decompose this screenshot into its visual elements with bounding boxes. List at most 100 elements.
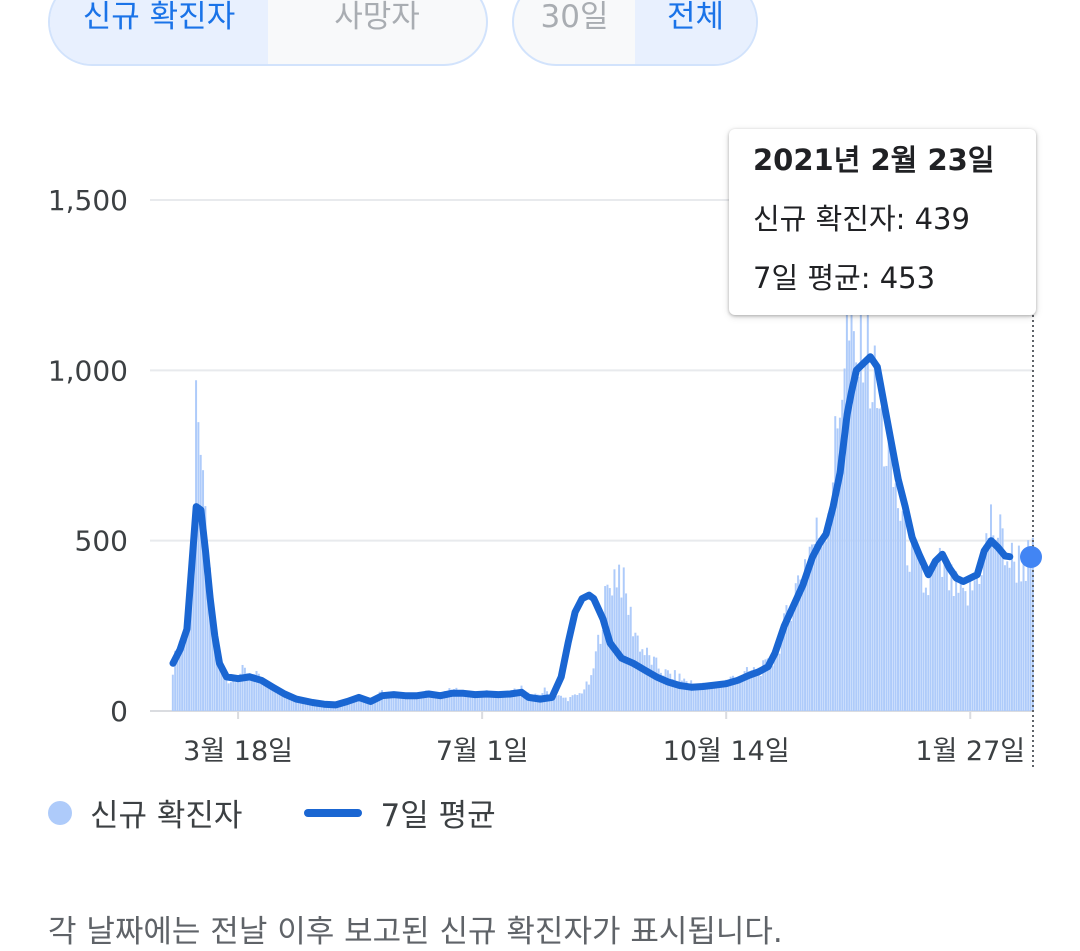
bar — [804, 559, 807, 711]
bar — [306, 702, 309, 711]
bar — [269, 686, 272, 711]
bar — [469, 690, 472, 711]
bar — [671, 679, 674, 711]
bar — [499, 692, 502, 711]
bar — [864, 362, 867, 711]
bar — [848, 340, 851, 711]
bar — [815, 517, 818, 711]
bar — [680, 680, 683, 711]
bar — [369, 702, 372, 711]
bar — [699, 685, 702, 711]
bar — [931, 567, 934, 711]
bar — [592, 668, 595, 711]
bar — [181, 639, 184, 711]
bar — [548, 695, 551, 711]
bar — [443, 691, 446, 711]
bar — [899, 520, 902, 711]
bar — [808, 546, 811, 711]
bar — [576, 695, 579, 711]
average-line — [169, 353, 1014, 709]
bar — [302, 701, 304, 711]
bar — [1027, 540, 1030, 711]
bar — [427, 694, 430, 711]
bar — [987, 538, 990, 711]
bar — [915, 551, 918, 711]
bar — [738, 678, 741, 711]
bar — [673, 670, 676, 711]
bar — [1020, 581, 1023, 711]
bar — [432, 696, 435, 711]
bar — [976, 572, 979, 711]
bar — [734, 677, 737, 711]
bar — [692, 683, 695, 711]
bar — [701, 682, 704, 711]
bar — [232, 678, 235, 711]
bar — [1015, 582, 1018, 711]
bar — [178, 641, 181, 711]
bar — [955, 571, 958, 711]
bar — [729, 676, 732, 711]
bar — [929, 572, 932, 711]
bar — [222, 674, 225, 711]
bar — [271, 690, 274, 711]
tab-new-cases[interactable]: 신규 확진자 — [50, 0, 268, 64]
bar — [664, 669, 667, 711]
bar — [527, 692, 530, 711]
bar — [887, 441, 890, 711]
bar — [852, 331, 855, 711]
bar — [494, 695, 497, 711]
bar — [281, 693, 284, 711]
bar — [206, 550, 209, 711]
bar — [578, 693, 581, 711]
bar — [246, 673, 249, 711]
bar — [311, 703, 314, 711]
bar — [1022, 561, 1025, 711]
bar — [227, 683, 230, 711]
bar — [936, 555, 939, 711]
bar — [378, 691, 381, 711]
range-toggle: 30일 전체 — [512, 0, 758, 66]
bar — [374, 699, 377, 711]
cases-chart[interactable]: 0 500 1,000 1,500 3월 18일 7월 1일 10월 14일 1월 27일 — [0, 0, 1080, 790]
bar — [892, 487, 895, 711]
bar — [985, 533, 988, 711]
bar — [655, 657, 658, 711]
bar — [957, 592, 960, 711]
bar — [1003, 565, 1006, 711]
bar — [913, 539, 916, 711]
bar — [536, 694, 539, 711]
bar — [752, 667, 755, 711]
bar — [520, 685, 523, 711]
hover-point — [1020, 546, 1042, 568]
bar — [962, 587, 965, 711]
bar — [413, 697, 416, 711]
bar — [641, 649, 644, 711]
bar — [885, 465, 888, 711]
bar — [176, 660, 179, 711]
bar — [764, 659, 767, 711]
bar — [639, 651, 642, 711]
bar — [525, 695, 528, 711]
bar — [448, 688, 451, 711]
bar — [257, 673, 260, 711]
bar — [343, 702, 346, 711]
tab-30-days[interactable]: 30일 — [540, 0, 609, 35]
tab-deaths[interactable]: 사망자 — [334, 0, 420, 35]
bar — [1001, 528, 1004, 711]
bar — [948, 590, 951, 711]
bar — [676, 681, 679, 711]
bar — [669, 673, 672, 711]
bar — [813, 544, 816, 711]
bar — [262, 679, 265, 711]
bar — [1008, 567, 1011, 711]
bar — [841, 399, 844, 711]
bar — [464, 694, 467, 711]
bar — [397, 696, 400, 711]
bar — [467, 695, 470, 711]
bar — [906, 565, 909, 711]
bar — [590, 675, 593, 711]
bar — [897, 508, 900, 711]
tab-all-time[interactable]: 전체 — [635, 0, 756, 64]
bar — [799, 579, 802, 711]
bar — [478, 691, 481, 711]
